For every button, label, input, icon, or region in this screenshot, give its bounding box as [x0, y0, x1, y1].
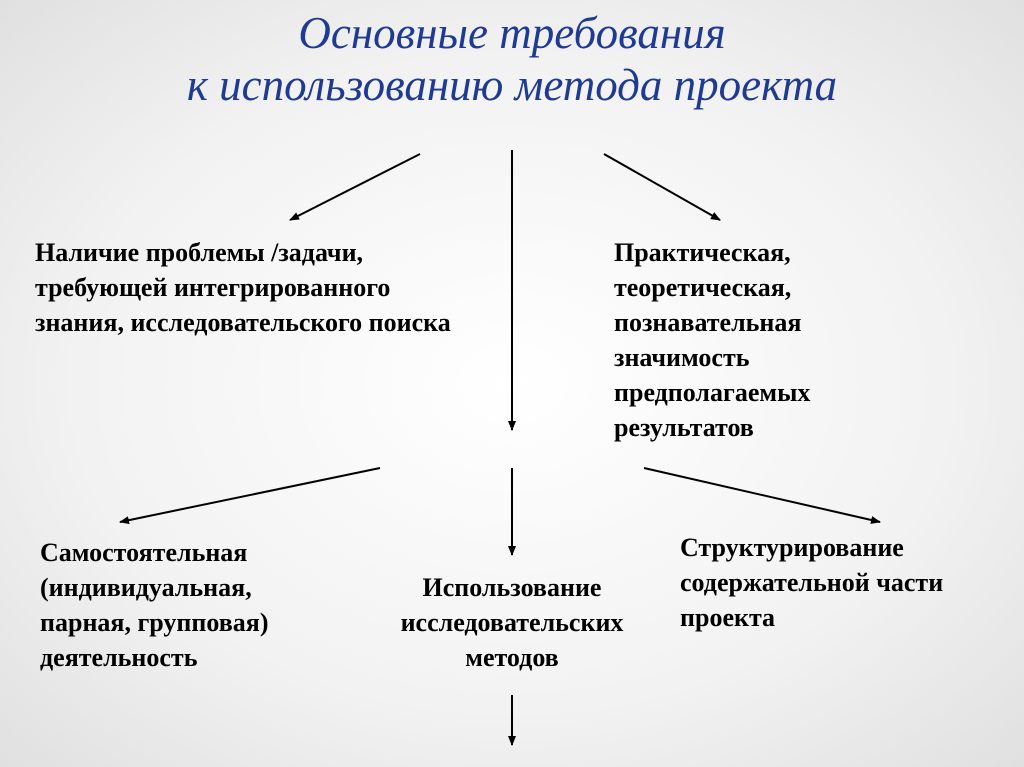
node-significance: Практическая, теоретическая, познаватель… — [614, 235, 914, 446]
node-structuring-content: Структурирование содержательной части пр… — [680, 530, 1000, 635]
arrow-edge — [604, 154, 720, 220]
node-text: Наличие проблемы /задачи, требующей инте… — [35, 238, 451, 337]
node-text: Практическая, теоретическая, познаватель… — [614, 238, 810, 442]
title-line1: Основные требования — [298, 8, 725, 58]
node-text: Использование исследовательских методов — [401, 573, 624, 672]
node-research-methods: Использование исследовательских методов — [352, 570, 672, 675]
node-independent-activity: Самостоятельная (индивидуальная, парная,… — [40, 535, 340, 675]
diagram-title: Основные требования к использованию мето… — [0, 8, 1024, 112]
node-problem-presence: Наличие проблемы /задачи, требующей инте… — [35, 235, 455, 340]
title-line2: к использованию метода проекта — [187, 60, 837, 110]
node-text: Самостоятельная (индивидуальная, парная,… — [40, 538, 269, 672]
arrow-edge — [120, 468, 380, 522]
arrow-edge — [644, 468, 880, 522]
arrow-edge — [290, 154, 420, 220]
node-text: Структурирование содержательной части пр… — [680, 533, 943, 632]
